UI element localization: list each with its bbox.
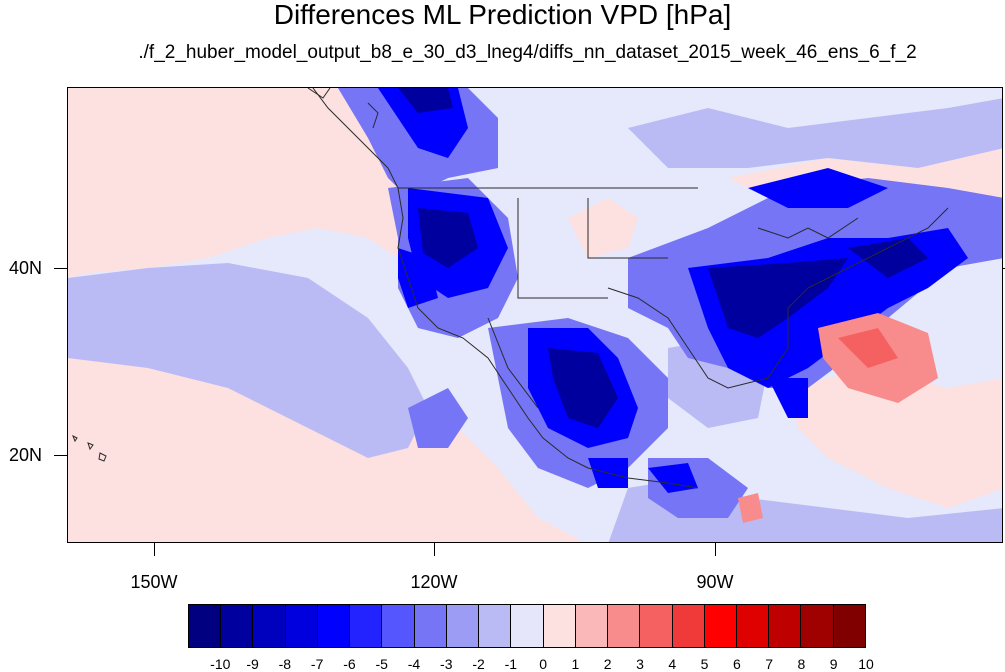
colorbar-label: -7 bbox=[310, 656, 324, 672]
lat-label-20n: 20N bbox=[8, 445, 42, 465]
colorbar-label: 6 bbox=[732, 656, 741, 672]
colorbar-label: -6 bbox=[343, 656, 356, 672]
lat-label-40n: 40N bbox=[8, 258, 42, 278]
colorbar-label: -1 bbox=[504, 656, 518, 672]
lon-tick-90w bbox=[715, 543, 716, 556]
positive-core-patch bbox=[738, 313, 938, 523]
colorbar-box bbox=[253, 605, 286, 647]
lon-label-150w: 150W bbox=[130, 572, 178, 592]
colorbar-box bbox=[640, 605, 673, 647]
map-canvas bbox=[68, 88, 1002, 542]
colorbar-box bbox=[511, 605, 544, 647]
colorbar-label: 7 bbox=[765, 656, 774, 672]
colorbar-label: -8 bbox=[278, 656, 292, 672]
colorbar-box bbox=[833, 605, 865, 647]
colorbar-box bbox=[414, 605, 447, 647]
lon-label-90w: 90W bbox=[696, 572, 734, 592]
colorbar-label: -2 bbox=[472, 656, 485, 672]
colorbar-label: 4 bbox=[668, 656, 677, 672]
colorbar-label: 0 bbox=[539, 656, 548, 672]
lat-tick-40n-left bbox=[54, 268, 67, 269]
colorbar-label: 9 bbox=[829, 656, 838, 672]
extreme-negative-patches bbox=[398, 88, 928, 428]
colorbar-box bbox=[479, 605, 512, 647]
colorbar-box bbox=[543, 605, 576, 647]
map-subtitle: ./f_2_huber_model_output_b8_e_30_d3_lneg… bbox=[138, 42, 917, 63]
colorbar-label: -3 bbox=[440, 656, 453, 672]
colorbar-box bbox=[672, 605, 705, 647]
colorbar-label: 2 bbox=[603, 656, 612, 672]
colorbar-box bbox=[221, 605, 254, 647]
colorbar-label: 3 bbox=[636, 656, 644, 672]
colorbar-label: 10 bbox=[858, 656, 874, 672]
colorbar-box bbox=[317, 605, 351, 647]
colorbar bbox=[188, 604, 866, 648]
colorbar-box bbox=[446, 605, 480, 647]
colorbar-label: 8 bbox=[797, 656, 806, 672]
colorbar-label: -4 bbox=[407, 656, 421, 672]
colorbar-label: 5 bbox=[700, 656, 709, 672]
colorbar-box bbox=[801, 605, 834, 647]
colorbar-box bbox=[608, 605, 641, 647]
colorbar-box bbox=[769, 605, 802, 647]
colorbar-box bbox=[285, 605, 318, 647]
colorbar-box bbox=[382, 605, 415, 647]
map-title: Differences ML Prediction VPD [hPa] bbox=[273, 0, 732, 30]
colorbar-box bbox=[350, 605, 383, 647]
lon-tick-120w bbox=[434, 543, 435, 556]
positive-anomaly-patches bbox=[68, 88, 1002, 542]
lon-tick-150w bbox=[154, 543, 155, 556]
colorbar-label: -9 bbox=[246, 656, 259, 672]
colorbar-box bbox=[189, 605, 222, 647]
lat-tick-20n-left bbox=[54, 455, 67, 456]
colorbar-label: 1 bbox=[571, 656, 580, 672]
lon-label-120w: 120W bbox=[410, 572, 458, 592]
colorbar-box bbox=[575, 605, 609, 647]
vpd-difference-map bbox=[67, 87, 1003, 543]
coastlines-and-borders bbox=[307, 88, 949, 489]
colorbar-label: -5 bbox=[375, 656, 388, 672]
colorbar-label: -10 bbox=[210, 656, 231, 672]
lat-tick-40n-right bbox=[1003, 268, 1005, 269]
colorbar-box bbox=[704, 605, 737, 647]
colorbar-box bbox=[736, 605, 770, 647]
hawaii-islands bbox=[72, 434, 107, 462]
